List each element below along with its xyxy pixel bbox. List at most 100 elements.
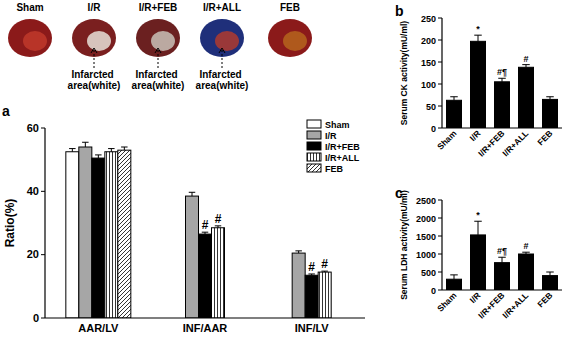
y-tick <box>438 128 442 129</box>
error-cap <box>450 96 458 97</box>
y-tick-label: 2000 <box>416 214 436 224</box>
bar <box>495 263 510 290</box>
bar <box>447 100 462 128</box>
error-cap <box>522 252 530 253</box>
heart-label: I/R+ALL <box>203 2 241 13</box>
pointer-head <box>91 48 97 53</box>
x-tick-label: Sham <box>435 290 459 314</box>
y-tick <box>41 191 45 192</box>
error-bar <box>108 149 115 152</box>
y-tick-label: 250 <box>421 14 436 24</box>
x-axis <box>45 317 365 318</box>
note-line: Infarcted <box>71 69 116 80</box>
y-tick <box>438 40 442 41</box>
y-tick <box>438 84 442 85</box>
panel-title: a <box>2 103 10 119</box>
pointer <box>222 50 223 68</box>
bar <box>519 254 534 290</box>
error-bar <box>202 232 209 234</box>
y-tick <box>438 106 442 107</box>
y-tick <box>438 272 442 273</box>
y-tick-label: 1000 <box>416 250 436 260</box>
legend-label: I/R+FEB <box>325 142 360 152</box>
legend-swatch <box>307 131 321 139</box>
x-tick-label: I/R+FEB <box>476 128 506 158</box>
bar <box>118 150 131 318</box>
y-tick-label: 50 <box>426 102 436 112</box>
y-tick-label: 2500 <box>416 196 436 206</box>
y-tick <box>41 254 45 255</box>
heart-region <box>87 31 111 51</box>
error-stem <box>478 35 479 41</box>
bar <box>92 158 105 318</box>
bar <box>495 82 510 128</box>
panel-title: b <box>395 3 404 19</box>
error-bar <box>474 35 482 41</box>
error-stem <box>85 142 86 147</box>
y-label: Serum CK activity(mU/ml) <box>399 21 409 126</box>
error-cap <box>546 96 554 97</box>
significance: #¶ <box>497 67 507 77</box>
legend-label: FEB <box>325 164 344 174</box>
heart-label: FEB <box>280 2 300 13</box>
pointer-head <box>219 48 225 53</box>
pointer <box>158 50 159 68</box>
significance: #¶ <box>497 246 507 256</box>
x-tick-label: I/R+ALL <box>500 290 530 320</box>
legend-swatch <box>307 120 321 128</box>
error-bar <box>498 257 506 262</box>
heart-shape <box>8 19 52 57</box>
y-tick <box>438 218 442 219</box>
legend-label: I/R <box>325 131 337 141</box>
legend-label: Sham <box>325 120 350 130</box>
heart-region <box>23 31 47 51</box>
error-cap <box>69 148 76 149</box>
significance: * <box>476 210 480 220</box>
error-stem <box>502 78 503 82</box>
y-tick <box>438 254 442 255</box>
error-bar <box>82 142 89 147</box>
error-cap <box>121 147 128 148</box>
y-axis <box>441 200 442 290</box>
bar <box>199 234 212 318</box>
bar <box>79 147 92 318</box>
error-bar <box>546 97 554 100</box>
legend-label: I/R+ALL <box>325 153 360 163</box>
error-cap <box>82 142 89 143</box>
heart-region <box>151 31 175 51</box>
heart-note: Infarcted area(white) <box>196 69 249 91</box>
error-bar <box>522 65 530 68</box>
error-stem <box>478 221 479 235</box>
x-tick-label: Sham <box>435 128 459 152</box>
error-cap <box>189 192 196 193</box>
significance: * <box>476 24 480 34</box>
heart-region <box>283 31 307 51</box>
bar <box>543 99 558 128</box>
y-tick-label: 1500 <box>416 232 436 242</box>
y-tick-label: 40 <box>27 185 39 197</box>
error-stem <box>454 97 455 101</box>
x-tick-label: I/R+FEB <box>476 290 506 320</box>
error-bar <box>215 226 222 228</box>
bar <box>471 235 486 290</box>
heart-image <box>268 19 312 57</box>
bar <box>318 272 331 318</box>
x-tick-label: INF/LV <box>295 322 330 334</box>
y-tick-label: 60 <box>27 122 39 134</box>
heart-label: I/R <box>88 2 102 13</box>
significance: # <box>523 241 528 251</box>
error-cap <box>450 274 458 275</box>
error-stem <box>502 257 503 262</box>
error-bar <box>95 155 102 158</box>
error-cap <box>522 64 530 65</box>
y-tick-label: 0 <box>33 312 39 324</box>
pointer <box>94 50 95 68</box>
bar <box>543 276 558 290</box>
error-bar <box>308 274 315 275</box>
error-bar <box>189 192 196 196</box>
heart-image <box>8 19 52 57</box>
error-cap <box>498 78 506 79</box>
error-bar <box>522 252 530 254</box>
y-tick-label: 20 <box>27 248 39 260</box>
error-cap <box>108 148 115 149</box>
